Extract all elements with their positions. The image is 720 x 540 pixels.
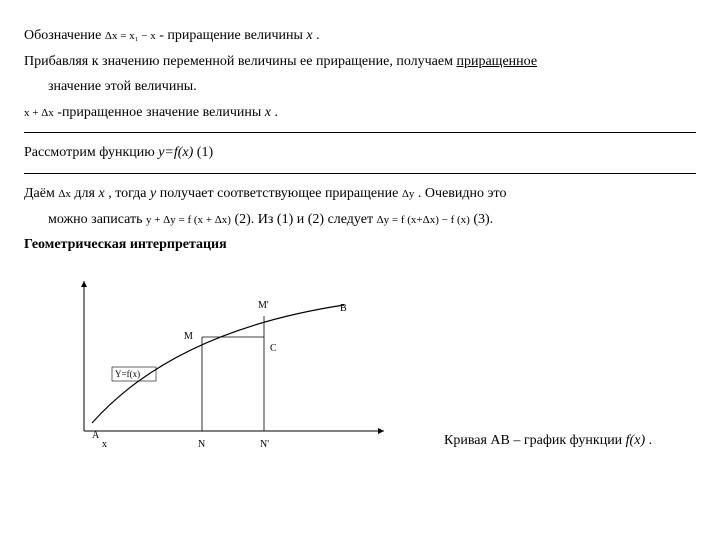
p5a: Даём — [24, 186, 58, 201]
p4b: y=f(x) — [158, 145, 193, 160]
p5f2: y + Δy = f (x + Δx) — [146, 214, 231, 226]
p5c: x — [98, 186, 104, 201]
svg-text:N': N' — [260, 439, 269, 450]
p5dy: Δy — [402, 188, 415, 200]
para-give-2: можно записать y + Δy = f (x + Δx) (2). … — [24, 210, 696, 230]
p5j: (3). — [473, 212, 493, 227]
p3-formula: x + Δx — [24, 107, 54, 119]
svg-text:M': M' — [258, 300, 269, 311]
p1b: - приращение величины — [159, 28, 306, 43]
svg-text:M: M — [184, 331, 193, 342]
p4a: Рассмотрим функцию — [24, 145, 158, 160]
p5b: для — [74, 186, 98, 201]
para-consider: Рассмотрим функцию y=f(x) (1) — [24, 143, 696, 163]
function-graph: A M M' B С N N' x Y=f(x) — [24, 271, 404, 471]
p3a: -приращенное значение величины — [57, 105, 265, 120]
svg-text:С: С — [270, 343, 277, 354]
p5g: . Очевидно это — [418, 186, 507, 201]
p1a: Обозначение — [24, 28, 105, 43]
p2a: Прибавляя к значению переменной величины… — [24, 54, 456, 69]
p2u: приращенное — [456, 54, 537, 69]
p1d: . — [316, 28, 320, 43]
separator-1 — [24, 132, 696, 133]
para-geom: Геометрическая интерпретация — [24, 235, 696, 255]
p5d: , тогда — [108, 186, 150, 201]
p2b: значение этой величины. — [48, 79, 197, 94]
p1c: x — [306, 28, 312, 43]
caption-a: Кривая АВ – график функции — [444, 433, 626, 448]
p3c: . — [275, 105, 279, 120]
p5dx: Δx — [58, 188, 71, 200]
para-give: Даём Δx для x , тогда y получает соответ… — [24, 184, 696, 204]
caption-fx: f(x) — [626, 433, 645, 448]
p5f: получает соответствующее приращение — [160, 186, 402, 201]
svg-text:A: A — [92, 430, 100, 441]
separator-2 — [24, 173, 696, 174]
p1-formula: Δx = x₁ − x — [105, 30, 156, 42]
chart-area: A M M' B С N N' x Y=f(x) Кривая АВ – график функ… — [24, 271, 696, 471]
para-adding: Прибавляя к значению переменной величины… — [24, 52, 696, 72]
p3b: x — [265, 105, 271, 120]
svg-text:N: N — [198, 439, 205, 450]
para-adding-2: значение этой величины. — [24, 77, 696, 97]
svg-text:Y=f(x): Y=f(x) — [115, 369, 140, 379]
chart-caption: Кривая АВ – график функции f(x) . — [444, 431, 652, 451]
p5f3: Δy = f (x+Δx) − f (x) — [377, 214, 470, 226]
svg-text:B: B — [340, 303, 347, 314]
caption-dot: . — [649, 433, 653, 448]
p5i: (2). Из (1) и (2) следует — [234, 212, 376, 227]
para-xdx: x + Δx -приращенное значение величины x … — [24, 103, 696, 123]
p4c: (1) — [197, 145, 213, 160]
p5e: y — [150, 186, 156, 201]
para-notation: Обозначение Δx = x₁ − x - приращение вел… — [24, 26, 696, 46]
svg-text:x: x — [102, 439, 107, 450]
p5h: можно записать — [48, 212, 146, 227]
